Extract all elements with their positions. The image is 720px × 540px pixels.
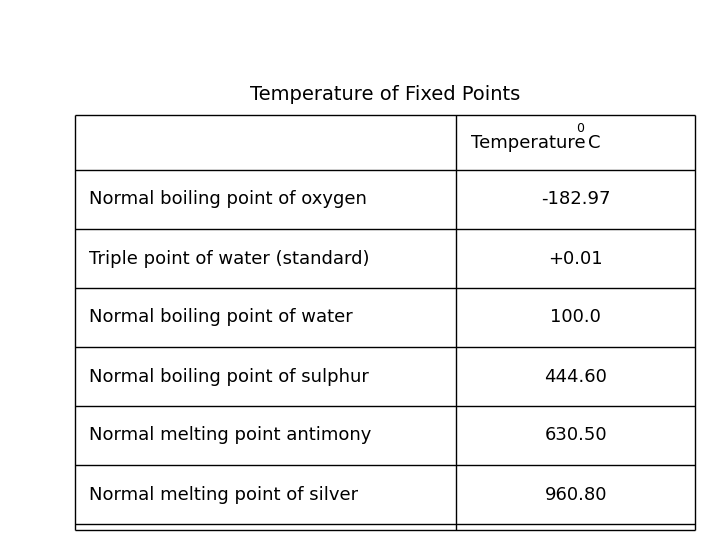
Text: Normal boiling point of water: Normal boiling point of water xyxy=(89,308,353,327)
Text: 100.0: 100.0 xyxy=(550,308,601,327)
Text: 960.80: 960.80 xyxy=(544,485,607,503)
Text: -182.97: -182.97 xyxy=(541,191,611,208)
Text: 0: 0 xyxy=(576,123,585,136)
Text: +0.01: +0.01 xyxy=(549,249,603,267)
Text: Temperature of Fixed Points: Temperature of Fixed Points xyxy=(250,85,520,105)
Text: Normal boiling point of sulphur: Normal boiling point of sulphur xyxy=(89,368,369,386)
Text: Normal boiling point of oxygen: Normal boiling point of oxygen xyxy=(89,191,367,208)
Text: Temperature: Temperature xyxy=(472,133,598,152)
Text: Normal melting point antimony: Normal melting point antimony xyxy=(89,427,372,444)
Text: Normal melting point of silver: Normal melting point of silver xyxy=(89,485,358,503)
Text: 630.50: 630.50 xyxy=(544,427,607,444)
Text: Triple point of water (standard): Triple point of water (standard) xyxy=(89,249,369,267)
Text: 444.60: 444.60 xyxy=(544,368,607,386)
Text: C: C xyxy=(588,133,600,152)
